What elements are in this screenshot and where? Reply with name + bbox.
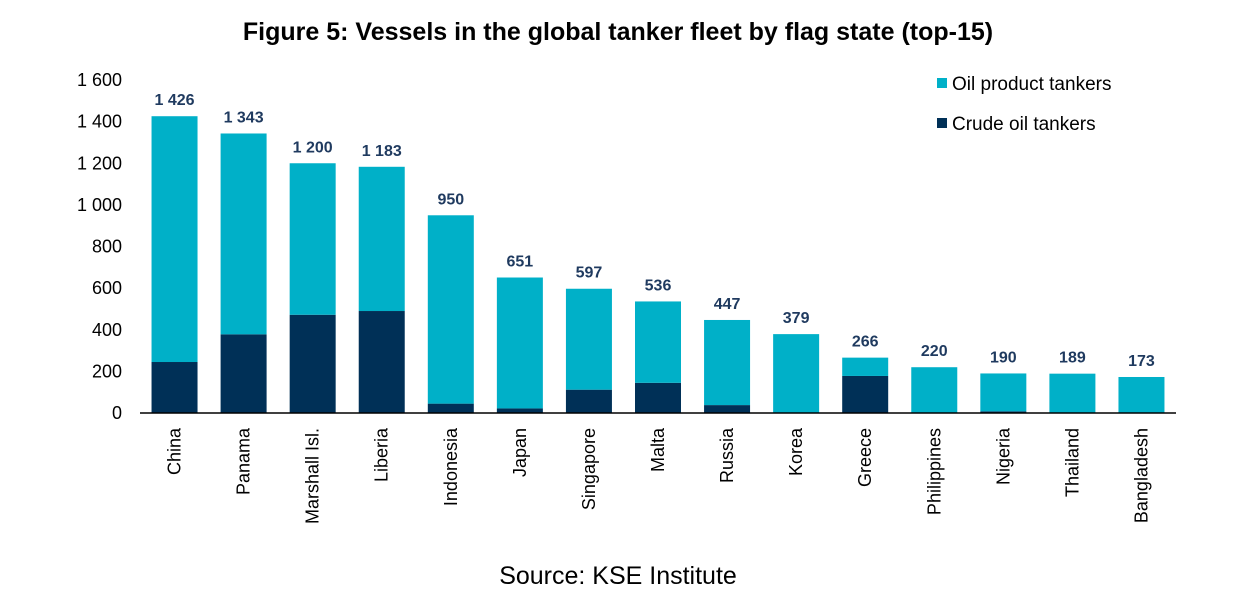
bar-segment [1118,376,1165,413]
total-label: 189 [1059,350,1086,367]
x-tick-label: Singapore [579,428,599,510]
total-label: 173 [1128,353,1155,370]
y-tick-label: 800 [92,237,122,257]
total-label: 1 343 [224,109,264,126]
y-tick-label: 1 000 [77,195,122,215]
bar-segment [496,277,543,409]
y-tick-label: 1 200 [77,153,122,173]
total-labels: 1 426 1 343 1 200 1 183 950 651 597 536 447 379 26… [155,92,1155,370]
total-label: 651 [507,254,534,271]
total-label: 190 [990,349,1017,366]
y-tick-label: 400 [92,320,122,340]
bar-segment [496,408,543,413]
x-tick-label: Liberia [372,427,392,482]
total-label: 1 183 [362,143,402,160]
bar-segment [289,314,336,413]
bar-segment [289,163,336,315]
y-tick-label: 600 [92,278,122,298]
bar-segment [427,403,474,413]
legend-swatch [937,78,947,88]
legend: Oil product tankers Crude oil tankers [937,74,1111,135]
y-tick-label: 0 [112,403,122,423]
x-tick-label: Thailand [1062,428,1082,497]
x-tick-label: Nigeria [993,427,1013,485]
x-tick-label: China [165,427,185,475]
bar-segment [842,357,889,376]
bar-segment [220,334,267,413]
x-tick-label: Russia [717,427,737,483]
bar-segment [911,367,958,413]
bars [151,116,1165,413]
source-note: Source: KSE Institute [499,562,737,590]
bar-segment [635,301,681,383]
legend-swatch [937,118,947,128]
y-axis: 0 200 400 600 800 1 000 1 200 1 400 1 600 [77,70,122,423]
x-tick-label: Philippines [924,428,944,515]
x-tick-label: Japan [510,428,530,477]
bar-segment [980,411,1027,413]
bar-segment [704,319,751,406]
total-label: 1 200 [293,139,333,156]
total-label: 597 [576,265,603,282]
y-tick-label: 1 400 [77,112,122,132]
bar-segment [151,116,198,363]
x-tick-label: Panama [234,427,254,495]
total-label: 266 [852,334,879,351]
legend-label: Crude oil tankers [952,114,1096,135]
x-tick-label: Marshall Isl. [303,428,323,524]
bar-segment [635,382,681,413]
bar-segment [980,373,1027,412]
bar-segment [220,133,267,335]
total-label: 1 426 [155,92,195,109]
chart-title: Figure 5: Vessels in the global tanker f… [242,18,994,46]
x-tick-label: Korea [786,427,806,476]
y-tick-label: 1 600 [77,70,122,90]
x-tick-label: Bangladesh [1131,428,1151,523]
bar-segment [427,215,474,404]
bar-segment [358,311,405,413]
total-label: 379 [783,310,810,327]
bar-segment [565,288,612,390]
bar-segment [704,405,751,413]
total-label: 220 [921,343,948,360]
x-tick-label: Malta [648,427,668,472]
bar-segment [151,362,198,413]
bar-segment [565,389,612,413]
bar-segment [1049,373,1096,413]
bar-segment [842,375,889,413]
y-tick-label: 200 [92,361,122,381]
legend-label: Oil product tankers [952,74,1111,95]
bar-segment [358,166,405,312]
total-label: 950 [437,191,464,208]
x-tick-label: Indonesia [441,427,461,506]
x-axis: China Panama Marshall Isl. Liberia Indonesia… [140,412,1176,524]
x-tick-label: Greece [855,428,875,487]
total-label: 447 [714,296,741,313]
total-label: 536 [645,277,672,294]
bar-segment [773,334,820,413]
